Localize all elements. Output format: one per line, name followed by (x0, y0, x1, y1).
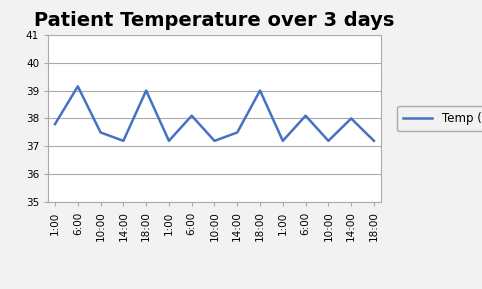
Temp (°C) (280, 139, 286, 142)
Temp (°C) (52, 122, 58, 126)
Temp (°C) (75, 85, 80, 88)
Temp (°C) (257, 89, 263, 92)
Temp (°C) (212, 139, 217, 142)
Temp (°C) (189, 114, 195, 117)
Legend: Temp (°C): Temp (°C) (397, 106, 482, 131)
Temp (°C) (143, 89, 149, 92)
Temp (°C) (303, 114, 308, 117)
Temp (°C) (120, 139, 126, 142)
Temp (°C) (325, 139, 331, 142)
Title: Patient Temperature over 3 days: Patient Temperature over 3 days (34, 11, 395, 30)
Temp (°C) (166, 139, 172, 142)
Temp (°C) (371, 139, 377, 142)
Line: Temp (°C): Temp (°C) (55, 86, 374, 141)
Temp (°C) (234, 131, 240, 134)
Temp (°C) (348, 117, 354, 120)
Temp (°C) (98, 131, 104, 134)
